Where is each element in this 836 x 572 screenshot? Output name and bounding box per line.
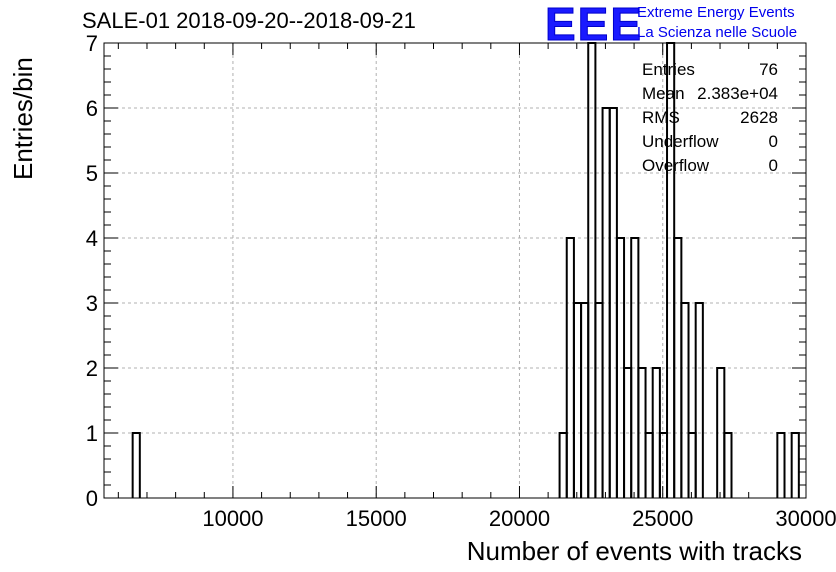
histogram-bin (131, 432, 141, 498)
stats-label: Overflow (642, 156, 710, 175)
histogram-bin (776, 432, 786, 498)
stats-box: Entries 76 Mean 2.383e+04 RMS 2628 Under… (642, 60, 778, 180)
y-tick-label: 6 (86, 96, 98, 121)
histogram-bin (658, 432, 669, 498)
stats-row-entries: Entries 76 (642, 60, 778, 84)
eee-logo: EEE Extreme Energy Events La Scienza nel… (544, 0, 797, 50)
histogram-bin (594, 302, 604, 498)
histogram-bin (723, 432, 733, 498)
histogram-bin (694, 302, 704, 498)
x-axis-label: Number of events with tracks (466, 536, 802, 566)
stats-label: Mean (642, 84, 685, 103)
histogram-bin (587, 42, 597, 498)
y-tick-label: 4 (86, 226, 98, 251)
plot-frame (103, 42, 807, 499)
y-tick-label: 0 (86, 486, 98, 511)
stats-value: 76 (759, 60, 778, 79)
stats-row-overflow: Overflow 0 (642, 156, 778, 180)
stats-value: 0 (768, 156, 778, 175)
stats-row-underflow: Underflow 0 (642, 132, 778, 156)
x-tick-label: 25000 (632, 506, 693, 531)
logo-line-2: La Scienza nelle Scuole (637, 24, 798, 41)
histogram-bin (790, 432, 800, 498)
y-tick-label: 3 (86, 291, 98, 316)
stats-label: Underflow (642, 132, 719, 151)
histogram-bin (680, 302, 690, 498)
x-tick-label: 30000 (775, 506, 836, 531)
x-tick-label: 20000 (489, 506, 550, 531)
y-tick-label: 5 (86, 161, 98, 186)
x-tick-label: 15000 (346, 506, 407, 531)
y-tick-label: 2 (86, 356, 98, 381)
logo-line-1: Extreme Energy Events (637, 4, 795, 21)
stats-label: Entries (642, 60, 695, 79)
histogram-bin (572, 302, 583, 498)
histogram-bin (644, 432, 654, 498)
x-tick-label: 10000 (202, 506, 263, 531)
stats-value: 2628 (740, 108, 778, 127)
histogram-bin (580, 302, 590, 498)
y-tick-label: 7 (86, 31, 98, 56)
stats-row-rms: RMS 2628 (642, 108, 778, 132)
histogram-bin (558, 432, 568, 498)
histogram-bin (687, 432, 697, 498)
logo-mark: EEE (544, 0, 644, 50)
stats-label: RMS (642, 108, 680, 127)
stats-row-mean: Mean 2.383e+04 (642, 84, 778, 108)
stats-value: 0 (768, 132, 778, 151)
title: SALE-01 2018-09-20--2018-09-21 (82, 8, 416, 33)
y-tick-label: 1 (86, 421, 98, 446)
stats-value: 2.383e+04 (697, 84, 778, 103)
